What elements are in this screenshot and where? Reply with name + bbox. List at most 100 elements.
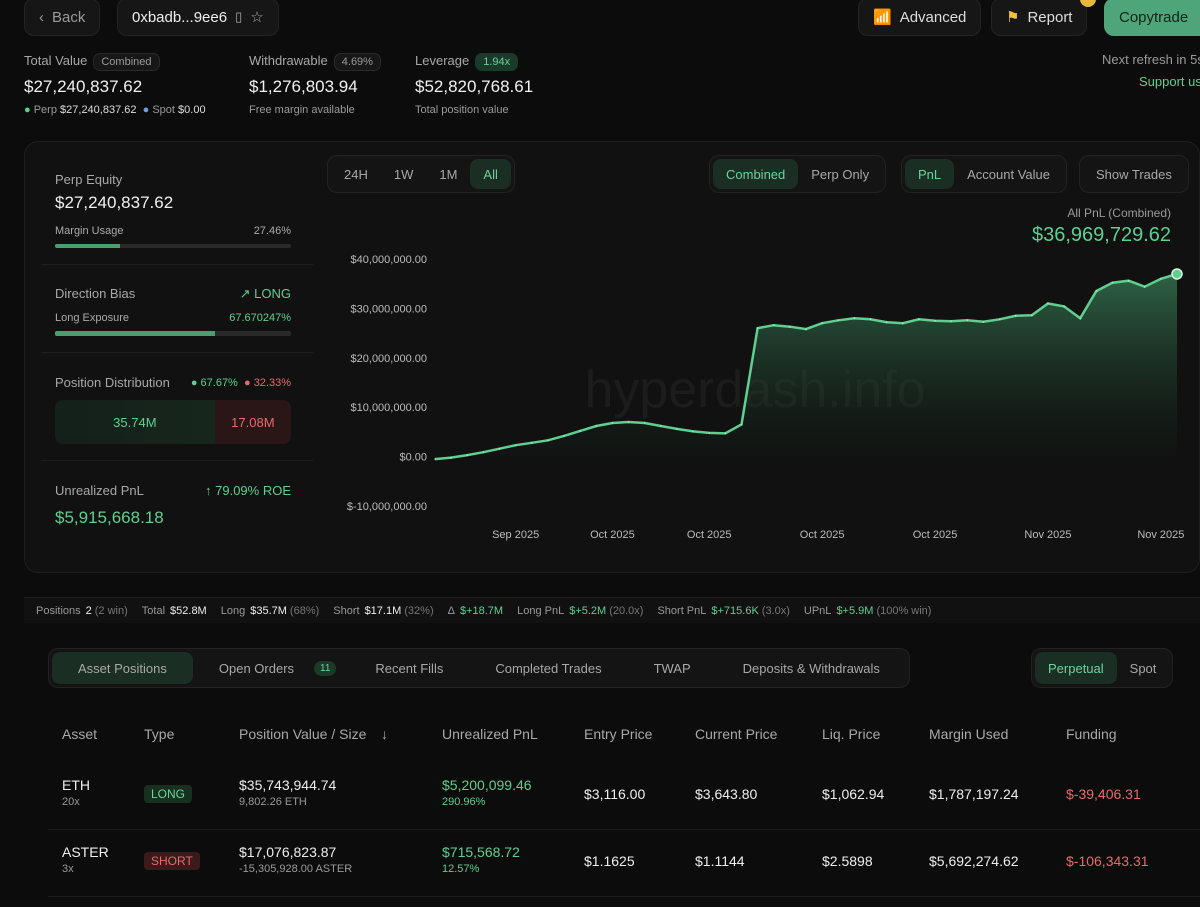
stats-strip: Positions 2 (2 win) Total $52.8M Long $35.7M (6…: [24, 597, 1200, 623]
cell-liq: $1,062.94: [822, 786, 885, 802]
cell-margin: $1,787,197.24: [929, 786, 1019, 802]
sort-desc-icon: ↓: [381, 726, 388, 742]
cell-upnl: $715,568.72: [442, 844, 520, 860]
column-header[interactable]: Funding: [1066, 726, 1117, 742]
y-tick-label: $20,000,000.00: [351, 353, 427, 365]
range-tab-1m[interactable]: 1M: [439, 166, 458, 182]
market-tab-spot[interactable]: Spot: [1129, 660, 1157, 676]
pnl-point: [1095, 290, 1098, 292]
cell-asset: ETH: [62, 777, 90, 793]
x-tick-label: Oct 2025: [800, 529, 845, 541]
pnl-point: [950, 320, 952, 323]
pnl-point: [869, 318, 872, 321]
row-divider: [48, 829, 1200, 830]
copy-icon[interactable]: ▯: [235, 9, 243, 24]
pnl-point: [772, 324, 775, 326]
metric-tab-account-value[interactable]: Account Value: [967, 166, 1051, 182]
cell-current: $1.1144: [695, 853, 745, 869]
back-button[interactable]: ‹ Back: [24, 0, 101, 36]
tab-asset-positions[interactable]: Asset Positions: [52, 652, 193, 684]
report-button[interactable]: ⚑ Report: [991, 0, 1097, 36]
stat-item: Total $52.8M: [141, 604, 207, 617]
cell-margin: $5,692,274.62: [929, 853, 1019, 869]
pnl-point: [1014, 315, 1017, 317]
mode-tab-perp-only[interactable]: Perp Only: [811, 166, 870, 182]
column-header[interactable]: Position Value / Size: [239, 726, 367, 742]
x-tick-label: Nov 2025: [1137, 529, 1184, 541]
pnl-point: [692, 430, 694, 433]
mode-selector: Combined Perp Only: [709, 155, 887, 193]
tab-recent-fills[interactable]: Recent Fills: [375, 660, 444, 676]
perp-equity-section: Perp Equity $27,240,837.62 Margin Usage 2…: [55, 172, 291, 248]
range-tab-24h[interactable]: 24H: [344, 166, 368, 182]
margin-usage-bar: [55, 244, 291, 248]
tab-open-orders[interactable]: Open Orders 11: [193, 652, 350, 684]
market-tab-perpetual[interactable]: Perpetual: [1035, 652, 1117, 684]
y-tick-label: $10,000,000.00: [351, 402, 427, 414]
pnl-point: [901, 322, 904, 325]
cell-entry: $1.1625: [584, 853, 635, 869]
x-tick-label: Nov 2025: [1024, 529, 1071, 541]
star-icon[interactable]: ☆: [250, 9, 264, 26]
market-tabs: Perpetual Spot: [1031, 648, 1174, 688]
column-header[interactable]: Entry Price: [584, 726, 653, 742]
pnl-point: [466, 454, 469, 456]
direction-section: Direction Bias ↗ LONG Long Exposure 67.670…: [55, 286, 291, 336]
pnl-point: [514, 444, 517, 447]
pnl-point: [1031, 314, 1033, 317]
tab-deposits-withdrawals[interactable]: Deposits & Withdrawals: [742, 660, 880, 676]
mode-tab-combined[interactable]: Combined: [713, 159, 799, 189]
range-selector: 24H 1W 1M All: [327, 155, 515, 193]
pnl-point: [676, 428, 678, 430]
metric-tab-pnl[interactable]: PnL: [905, 159, 955, 189]
range-tab-all[interactable]: All: [470, 159, 511, 189]
column-header[interactable]: Current Price: [695, 726, 778, 742]
stat-item: Positions 2 (2 win): [36, 604, 128, 617]
last-point-marker[interactable]: [1171, 268, 1183, 280]
pnl-point: [595, 425, 598, 427]
stat-item: UPnL $+5.9M (100% win): [803, 604, 932, 617]
pnl-point: [756, 327, 759, 329]
y-tick-label: $30,000,000.00: [351, 303, 427, 315]
column-header[interactable]: Unrealized PnL: [442, 726, 538, 742]
tab-completed-trades[interactable]: Completed Trades: [495, 660, 602, 676]
pnl-point: [530, 441, 533, 444]
range-tab-1w[interactable]: 1W: [393, 166, 414, 182]
cell-upnl_pct: 290.96%: [442, 796, 486, 808]
pnl-point: [885, 321, 888, 324]
withdrawable-block: Withdrawable 4.69% $1,276,803.94 Free mar…: [249, 52, 381, 116]
pnl-point: [498, 447, 501, 450]
pnl-point: [998, 318, 1001, 321]
stat-item: Long PnL $+5.2M (20.0x): [517, 604, 644, 617]
leverage-block: Leverage 1.94x $52,820,768.61 Total posit…: [415, 53, 534, 116]
stat-item: Short $17.1M (32%): [333, 604, 434, 617]
cell-upnl_pct: 12.57%: [442, 863, 480, 875]
pnl-point: [547, 439, 549, 442]
chart-headline-value: $36,969,729.62: [1031, 224, 1171, 246]
spot-dot-icon: ●: [142, 104, 150, 116]
total-value: $27,240,837.62: [24, 77, 143, 96]
y-tick-label: $40,000,000.00: [351, 254, 427, 266]
pnl-point: [660, 425, 662, 427]
cell-size: -15,305,928.00 ASTER: [239, 863, 353, 875]
distribution-bar: 35.74M 17.08M: [55, 400, 291, 444]
x-tick-label: Sep 2025: [492, 529, 539, 541]
support-link[interactable]: Support us: [1139, 74, 1200, 89]
tab-twap[interactable]: TWAP: [653, 660, 691, 676]
notification-badge: [1080, 0, 1097, 7]
column-header[interactable]: Type: [144, 726, 175, 742]
stat-item: Short PnL $+715.6K (3.0x): [657, 604, 790, 617]
arrow-up-icon: ↑: [205, 483, 212, 498]
pnl-area: [435, 274, 1177, 460]
advanced-button[interactable]: 📶 Advanced: [858, 0, 982, 36]
chart-title: All PnL (Combined): [1067, 206, 1171, 220]
copytrade-button[interactable]: Copytrade: [1104, 0, 1200, 36]
x-tick-label: Oct 2025: [913, 529, 958, 541]
column-header[interactable]: Asset: [62, 726, 98, 742]
pnl-point: [1111, 281, 1114, 284]
show-trades-button[interactable]: Show Trades: [1079, 155, 1189, 193]
column-header[interactable]: Margin Used: [929, 726, 1009, 742]
cell-upnl: $5,200,099.46: [442, 777, 532, 793]
column-header[interactable]: Liq. Price: [822, 726, 881, 742]
